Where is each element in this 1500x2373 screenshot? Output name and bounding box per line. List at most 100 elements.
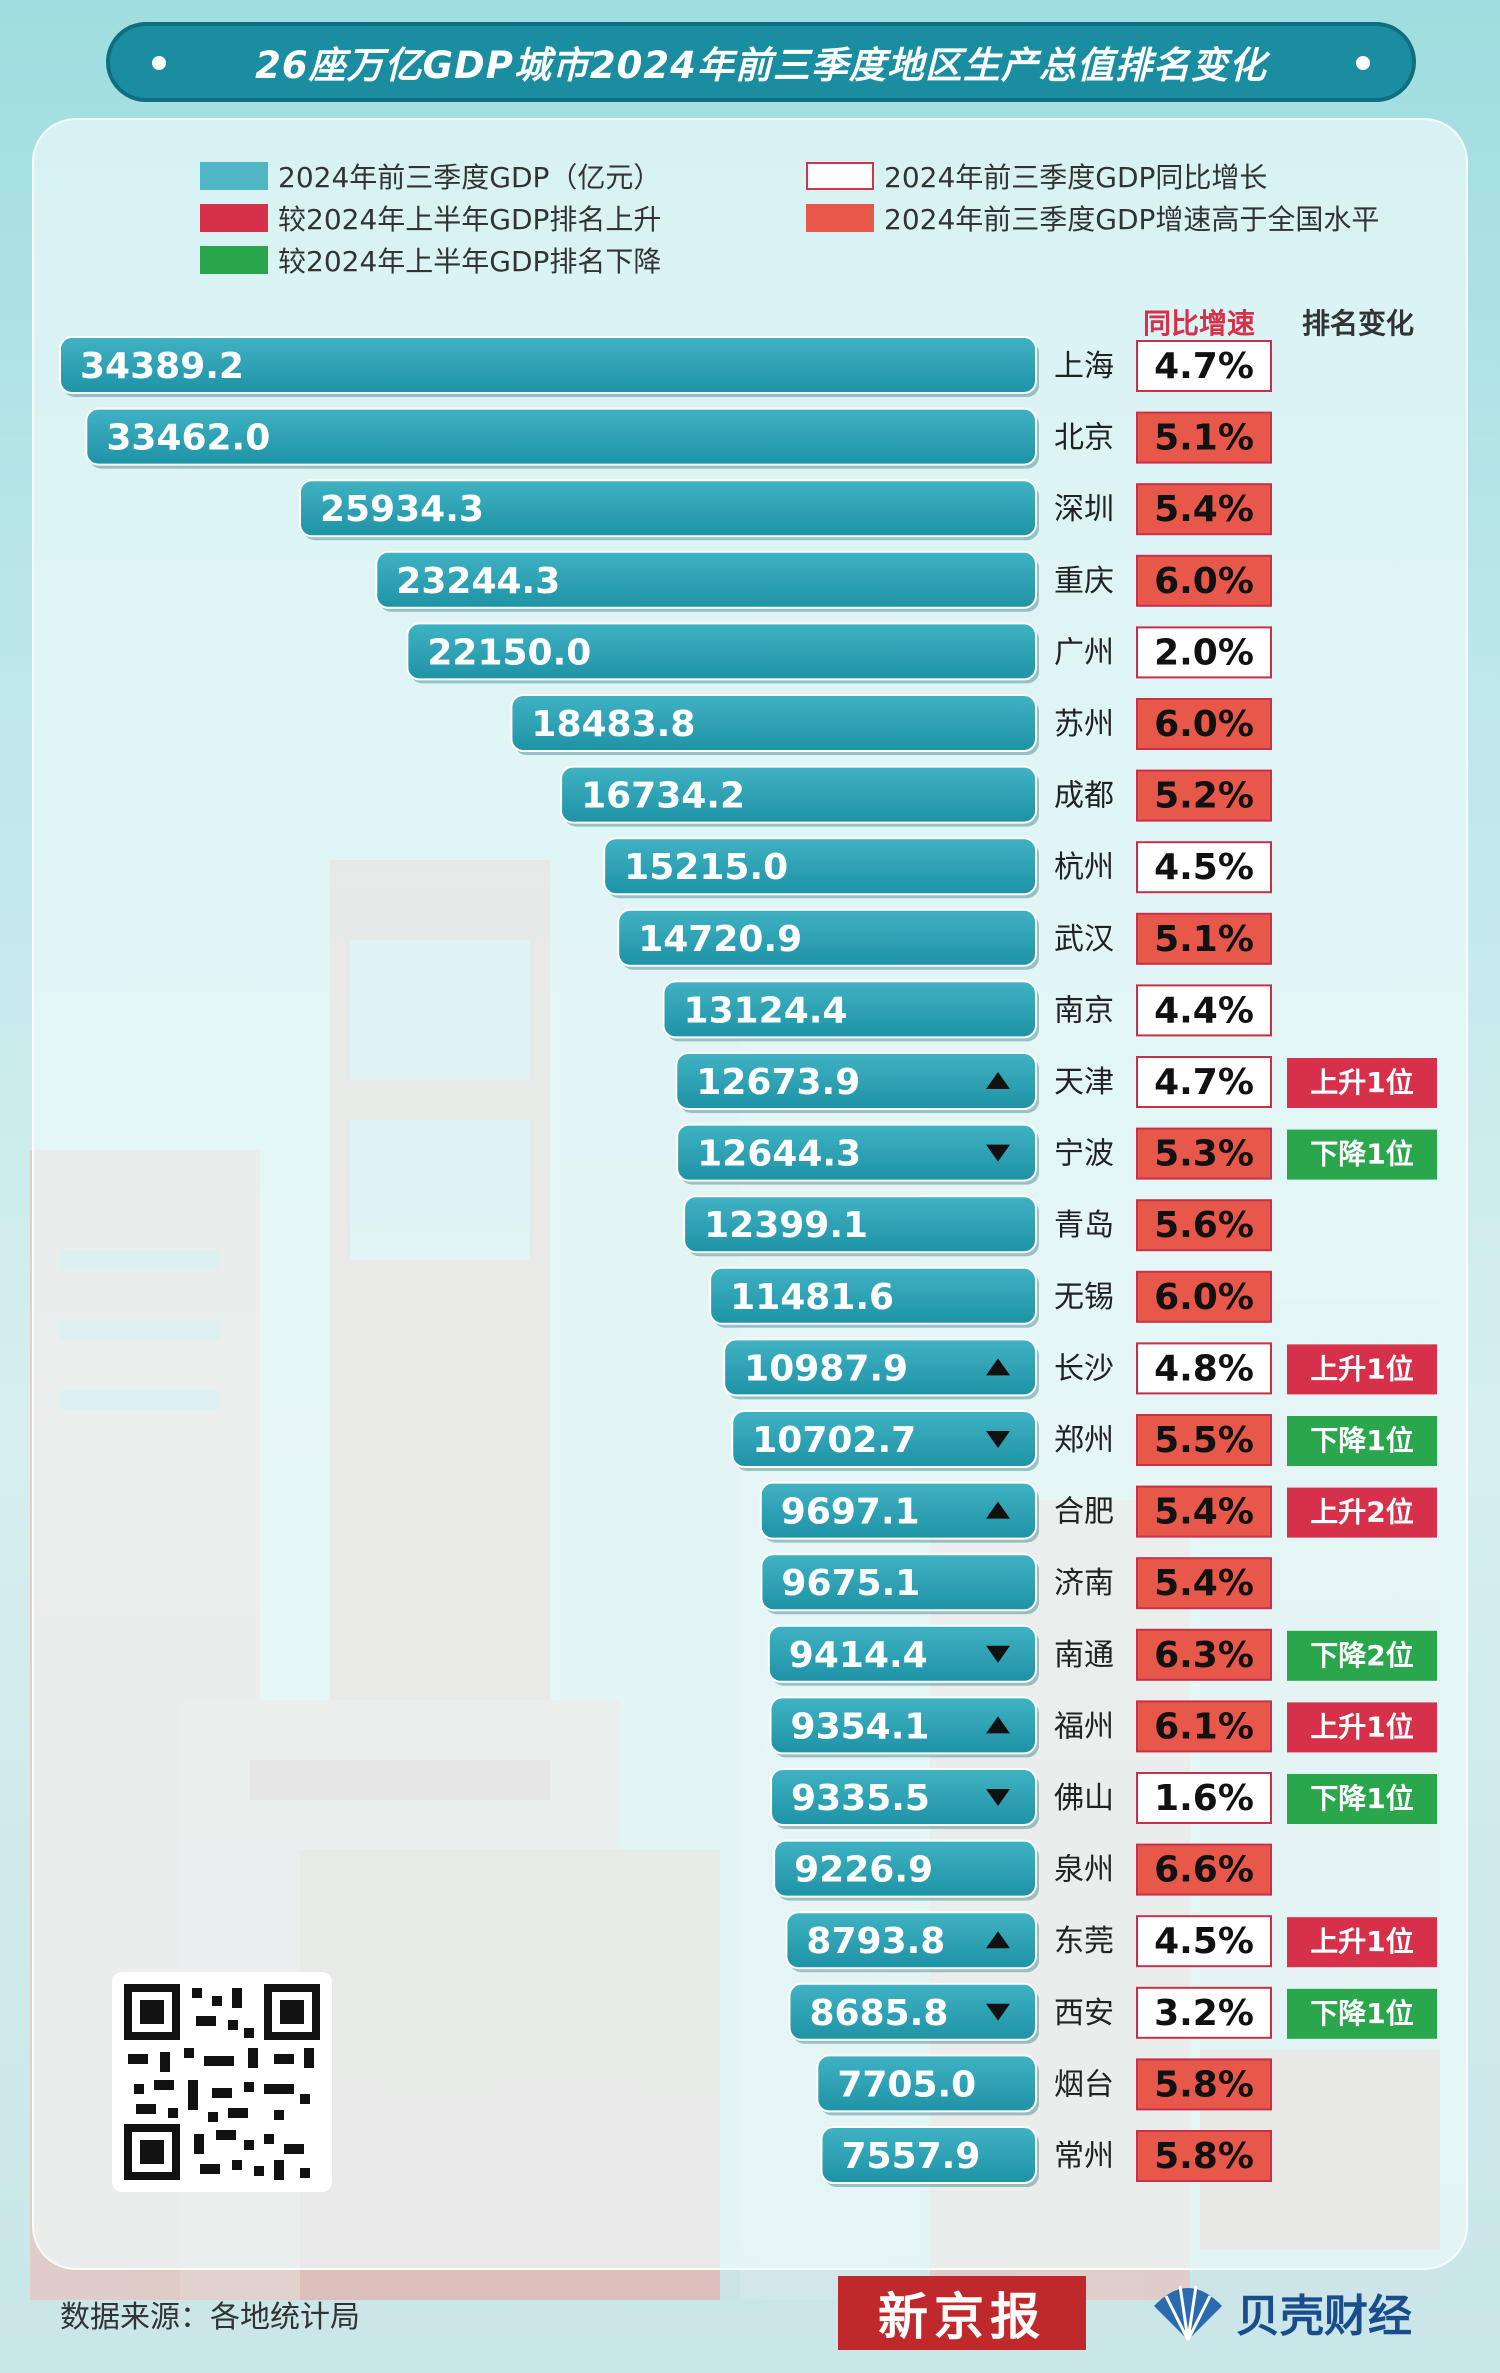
gdp-value-label: 22150.0 (427, 632, 591, 673)
gdp-value-label: 16734.2 (581, 776, 745, 817)
gdp-value-label: 23244.3 (396, 561, 560, 602)
legend-rank-up-swatch (200, 204, 268, 232)
rank-change-label: 上升2位 (1310, 1496, 1413, 1529)
legend-above-national-swatch (806, 204, 874, 232)
growth-value-label: 4.4% (1154, 990, 1254, 1031)
legend-gdp-label: 2024年前三季度GDP（亿元） (278, 161, 662, 194)
rank-change-label: 下降1位 (1310, 1424, 1413, 1457)
gdp-value-label: 34389.2 (80, 346, 244, 387)
growth-value-label: 5.6% (1154, 1205, 1254, 1246)
growth-value-label: 4.5% (1154, 847, 1254, 888)
growth-value-label: 5.8% (1154, 2064, 1254, 2105)
rank-change-label: 上升1位 (1310, 1710, 1413, 1743)
growth-value-label: 1.6% (1154, 1778, 1254, 1819)
growth-badge (1136, 554, 1272, 607)
rank-up-badge (1287, 1702, 1437, 1753)
title-dot-left (152, 56, 166, 70)
gdp-value-label: 7705.0 (837, 2064, 976, 2105)
growth-value-label: 6.0% (1154, 704, 1254, 745)
gdp-value-label: 10987.9 (744, 1348, 908, 1389)
gdp-value-label: 12644.3 (697, 1134, 861, 1175)
city-label: 泉州 (1054, 1853, 1114, 1888)
city-label: 东莞 (1054, 1924, 1114, 1959)
shell-icon (1154, 2285, 1222, 2341)
gdp-bar (406, 622, 1037, 681)
city-label: 无锡 (1054, 1280, 1114, 1315)
city-label: 上海 (1054, 349, 1114, 384)
city-label: 烟台 (1054, 2067, 1114, 2102)
gdp-value-label: 33462.0 (106, 418, 270, 459)
legend-growth-swatch (806, 162, 874, 190)
gdp-value-label: 12399.1 (704, 1205, 868, 1246)
gdp-bar (769, 1696, 1037, 1755)
gdp-bar (298, 479, 1037, 538)
legend-gdp-swatch (200, 162, 268, 190)
legend-rank-down-label: 较2024年上半年GDP排名下降 (278, 245, 662, 278)
growth-badge (1136, 626, 1272, 679)
growth-badge (1136, 1270, 1272, 1323)
gdp-bar (731, 1410, 1037, 1468)
gdp-value-label: 9354.1 (791, 1706, 930, 1747)
city-label: 广州 (1054, 635, 1114, 670)
growth-badge (1136, 2058, 1272, 2111)
growth-value-label: 6.3% (1154, 1635, 1254, 1676)
legend-growth: 2024年前三季度GDP同比增长 (806, 156, 1267, 196)
growth-value-label: 5.1% (1154, 919, 1254, 960)
gdp-value-label: 15215.0 (624, 847, 788, 888)
rank-down-badge (1287, 1988, 1437, 2039)
growth-badge (1136, 340, 1272, 392)
page-title: 26座万亿GDP城市2024年前三季度地区生产总值排名变化 (255, 44, 1267, 87)
rank-column-header: 排名变化 (1302, 307, 1415, 340)
growth-value-label: 5.8% (1154, 2136, 1254, 2177)
growth-badge (1136, 1414, 1272, 1466)
growth-badge (1136, 1199, 1272, 1252)
rank-down-arrow-icon (986, 1645, 1010, 1663)
gdp-bar (617, 908, 1038, 967)
growth-badge (1136, 984, 1272, 1037)
growth-badge (1136, 1986, 1272, 2039)
gdp-bar (59, 336, 1037, 394)
city-label: 重庆 (1054, 564, 1114, 599)
legend-growth-label: 2024年前三季度GDP同比增长 (884, 161, 1268, 194)
gdp-bar (788, 1982, 1037, 2041)
growth-value-label: 6.1% (1154, 1706, 1254, 1747)
growth-badge (1136, 1915, 1272, 1968)
legend-rank-down: 较2024年上半年GDP排名下降 (200, 240, 661, 280)
city-label: 南京 (1054, 993, 1114, 1028)
gdp-bar (375, 550, 1037, 609)
growth-value-label: 4.7% (1154, 346, 1254, 387)
gdp-value-label: 9226.9 (794, 1850, 933, 1891)
title-bar: 26座万亿GDP城市2024年前三季度地区生产总值排名变化 (106, 22, 1416, 102)
gdp-value-label: 14720.9 (638, 919, 802, 960)
growth-badge (1136, 2130, 1272, 2182)
city-label: 长沙 (1054, 1351, 1114, 1386)
title-dot-right (1356, 56, 1370, 70)
legend-rank-up-label: 较2024年上半年GDP排名上升 (278, 203, 662, 236)
gdp-bar (662, 980, 1037, 1039)
rank-down-arrow-icon (986, 2003, 1010, 2021)
city-label: 合肥 (1054, 1495, 1114, 1530)
growth-badge (1136, 1056, 1272, 1108)
growth-badge (1136, 1700, 1272, 1753)
growth-badge (1136, 1485, 1272, 1538)
growth-badge (1136, 1772, 1272, 1824)
gdp-value-label: 13124.4 (684, 990, 848, 1031)
city-label: 成都 (1054, 779, 1114, 814)
growth-value-label: 3.2% (1154, 1993, 1254, 2034)
gdp-bar (603, 837, 1037, 896)
rank-down-badge (1287, 1630, 1437, 1681)
gdp-bar (759, 1481, 1037, 1540)
chart-panel (32, 118, 1468, 2270)
rank-down-badge (1287, 1774, 1437, 1824)
city-label: 北京 (1054, 421, 1114, 456)
rank-change-label: 下降1位 (1310, 1782, 1413, 1815)
data-source: 数据来源：各地统计局 (60, 2300, 360, 2335)
qr-code[interactable] (112, 1972, 332, 2192)
rank-up-badge (1287, 1344, 1437, 1395)
gdp-bar (770, 1768, 1037, 1826)
gdp-value-label: 10702.7 (752, 1420, 916, 1461)
gdp-bar (785, 1911, 1038, 1970)
growth-value-label: 5.2% (1154, 776, 1254, 817)
growth-value-label: 6.0% (1154, 1277, 1254, 1318)
growth-value-label: 5.4% (1154, 489, 1254, 530)
